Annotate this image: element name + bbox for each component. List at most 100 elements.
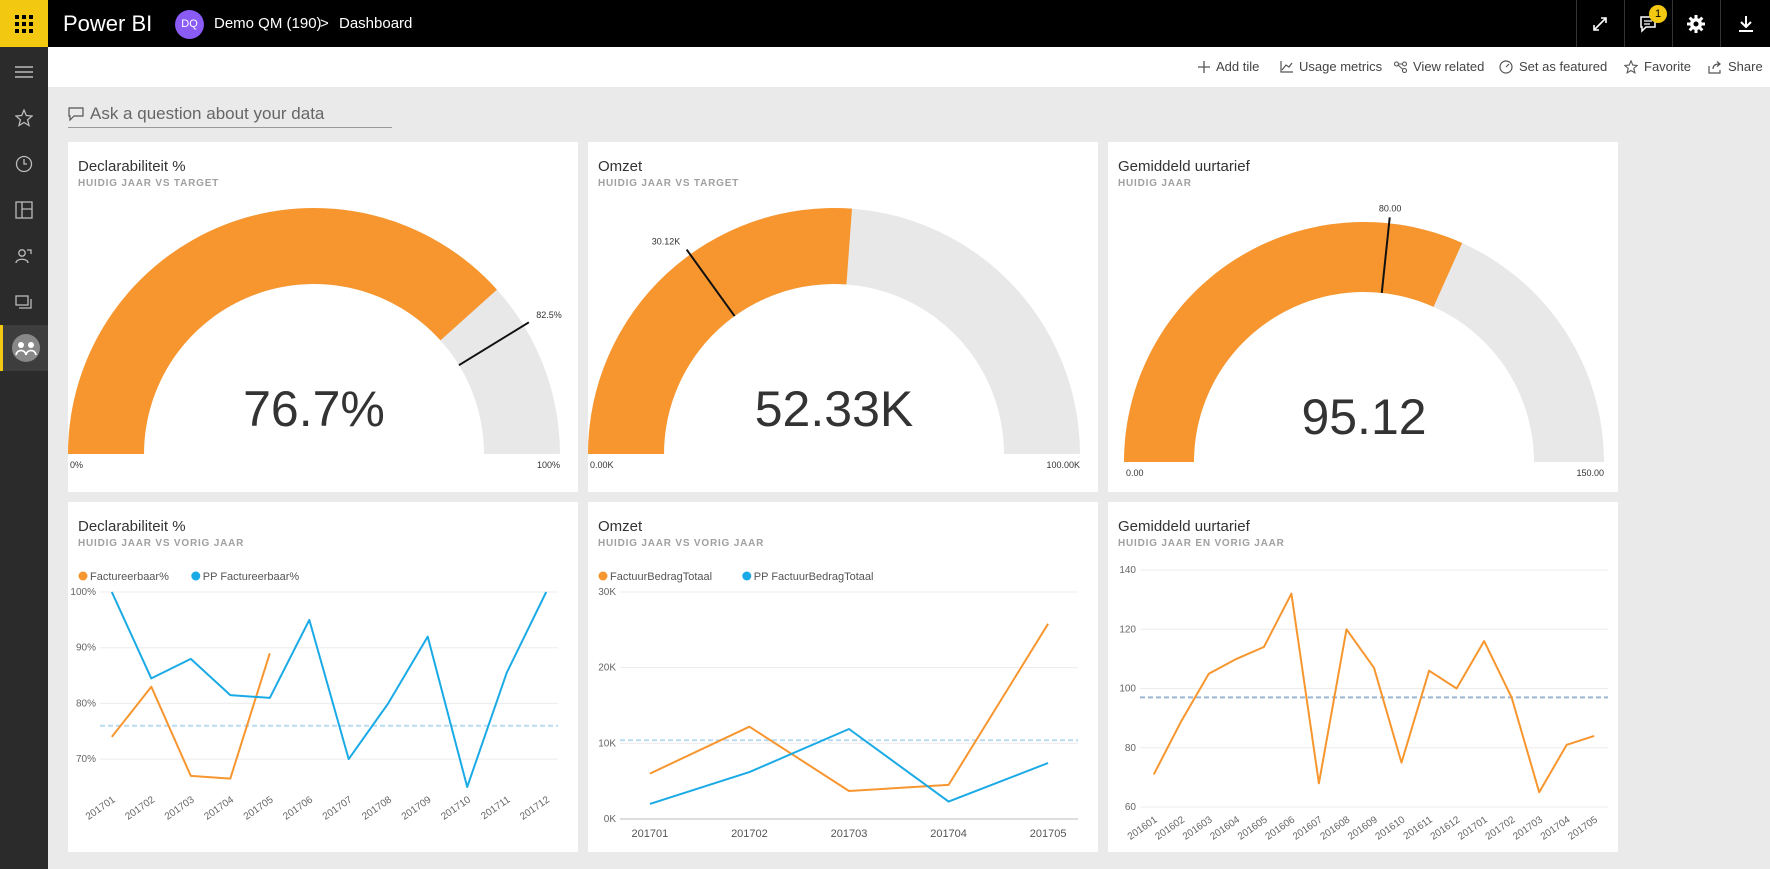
y-tick-label: 100%: [70, 587, 96, 598]
legend-marker: [598, 571, 608, 581]
gauge-value-label: 52.33K: [755, 381, 913, 437]
nav-menu-toggle[interactable]: [0, 49, 48, 95]
gauge-value-arc: [68, 207, 497, 454]
tile-gauge-uurtarief[interactable]: Gemiddeld uurtarief HUIDIG JAAR 80.00 95…: [1108, 142, 1618, 492]
tile-subtitle: HUIDIG JAAR VS VORIG JAAR: [78, 538, 245, 549]
tile-subtitle: HUIDIG JAAR VS TARGET: [78, 178, 220, 189]
tile-subtitle: HUIDIG JAAR EN VORIG JAAR: [1118, 538, 1285, 549]
x-tick-label: 201703: [1511, 814, 1545, 842]
nav-recent[interactable]: [0, 141, 48, 187]
x-tick-label: 201704: [930, 828, 967, 840]
tile-title: Gemiddeld uurtarief: [1118, 518, 1250, 535]
favorite-label: Favorite: [1644, 59, 1691, 74]
legend-marker: [191, 571, 201, 581]
tile-title: Omzet: [598, 158, 643, 175]
y-tick-label: 80: [1125, 743, 1137, 754]
tile-line-declarabiliteit[interactable]: Declarabiliteit % HUIDIG JAAR VS VORIG J…: [68, 502, 578, 852]
gauge-max-label: 100%: [537, 460, 560, 470]
tile-line-omzet[interactable]: Omzet HUIDIG JAAR VS VORIG JAAR FactuurB…: [588, 502, 1098, 852]
x-tick-label: 201702: [1484, 814, 1518, 842]
x-tick-label: 201701: [84, 794, 118, 822]
app-launcher-button[interactable]: [0, 0, 48, 47]
shared-users-icon: [15, 249, 32, 264]
x-tick-label: 201604: [1208, 814, 1242, 842]
y-tick-label: 60: [1125, 802, 1137, 813]
download-button[interactable]: [1720, 0, 1770, 47]
favorite-button[interactable]: Favorite: [1624, 47, 1691, 87]
gauge-value-arc: [1124, 222, 1463, 462]
y-tick-label: 20K: [598, 663, 616, 674]
nav-apps[interactable]: [0, 187, 48, 233]
x-tick-label: 201608: [1319, 814, 1353, 842]
set-as-featured-label: Set as featured: [1519, 59, 1608, 74]
x-tick-label: 201703: [163, 794, 197, 822]
expand-icon: [1593, 16, 1607, 31]
gauge-chart: 80.00 95.12 0.00 150.00: [1124, 203, 1604, 478]
x-tick-label: 201702: [731, 828, 768, 840]
left-navigation: [0, 47, 48, 869]
star-outline-icon: [1624, 60, 1638, 74]
tile-gauge-declarabiliteit[interactable]: Declarabiliteit % HUIDIG JAAR VS TARGET …: [68, 142, 578, 492]
top-bar: Power BI DQ Demo QM (190) > Dashboard 1: [0, 0, 1770, 47]
featured-gauge-icon: [1499, 60, 1513, 74]
series-line-factuurbedragtotaal: [649, 623, 1049, 792]
gauge-target-marker: [458, 321, 530, 367]
line-chart: 6080100120140201601201602201603201604201…: [1119, 565, 1608, 843]
set-as-featured-button[interactable]: Set as featured: [1499, 47, 1607, 87]
nav-shared-with-me[interactable]: [0, 233, 48, 279]
x-tick-label: 201610: [1374, 814, 1408, 842]
fullscreen-button[interactable]: [1576, 0, 1623, 47]
view-related-button[interactable]: View related: [1394, 47, 1484, 87]
notifications-button[interactable]: 1: [1624, 0, 1671, 47]
nav-current-workspace[interactable]: [0, 325, 48, 371]
add-tile-button[interactable]: Add tile: [1198, 47, 1259, 87]
gauge-value-arc: [588, 208, 852, 454]
legend-label: Factureerbaar%: [90, 571, 169, 583]
x-tick-label: 201605: [1236, 814, 1270, 842]
workspace-avatar[interactable]: DQ: [175, 10, 204, 39]
related-icon: [1394, 61, 1407, 73]
series-line-pp-factuurbedragtotaal: [649, 728, 1049, 805]
share-button[interactable]: Share: [1708, 47, 1763, 87]
x-tick-label: 201709: [400, 794, 434, 822]
legend-label: FactuurBedragTotaal: [610, 571, 712, 583]
nav-workspaces[interactable]: [0, 279, 48, 325]
gauge-chart: 30.12K 52.33K 0.00K 100.00K: [588, 208, 1080, 470]
breadcrumb-page[interactable]: Dashboard: [339, 15, 413, 32]
tile-gauge-omzet[interactable]: Omzet HUIDIG JAAR VS TARGET 30.12K 52.33…: [588, 142, 1098, 492]
usage-metrics-button[interactable]: Usage metrics: [1280, 47, 1382, 87]
x-tick-label: 201704: [1539, 814, 1573, 842]
gauge-chart: 82.5% 76.7% 0% 100%: [68, 207, 562, 470]
tile-title: Declarabiliteit %: [78, 158, 186, 175]
gauge-target-label: 30.12K: [652, 236, 681, 246]
x-tick-label: 201703: [831, 828, 868, 840]
nav-favorites[interactable]: [0, 95, 48, 141]
notification-count-badge: 1: [1649, 5, 1667, 23]
y-tick-label: 70%: [76, 754, 96, 765]
gauge-min-label: 0%: [70, 460, 83, 470]
x-tick-label: 201706: [281, 794, 315, 822]
action-bar: Add tile Usage metrics View related Set …: [48, 47, 1770, 87]
x-tick-label: 201705: [1030, 828, 1067, 840]
app-title[interactable]: Power BI: [63, 11, 153, 36]
gauge-target-marker: [685, 248, 736, 317]
x-tick-label: 201606: [1263, 814, 1297, 842]
y-tick-label: 140: [1119, 565, 1136, 576]
share-label: Share: [1728, 59, 1763, 74]
clock-icon: [15, 155, 33, 173]
x-tick-label: 201704: [202, 794, 236, 822]
gauge-target-label: 80.00: [1379, 203, 1402, 213]
gauge-target-label: 82.5%: [536, 310, 562, 320]
y-tick-label: 120: [1119, 624, 1136, 635]
y-tick-label: 0K: [604, 814, 617, 825]
settings-button[interactable]: [1672, 0, 1719, 47]
apps-icon: [15, 201, 33, 219]
series-line-factureerbaar-: [111, 652, 271, 780]
x-tick-label: 201707: [321, 794, 355, 822]
tile-line-uurtarief[interactable]: Gemiddeld uurtarief HUIDIG JAAR EN VORIG…: [1108, 502, 1618, 852]
x-tick-label: 201705: [1566, 814, 1600, 842]
qa-input[interactable]: [90, 103, 380, 124]
gauge-min-label: 0.00K: [590, 460, 614, 470]
tile-title: Gemiddeld uurtarief: [1118, 158, 1250, 175]
breadcrumb-workspace[interactable]: Demo QM (190): [214, 15, 322, 32]
